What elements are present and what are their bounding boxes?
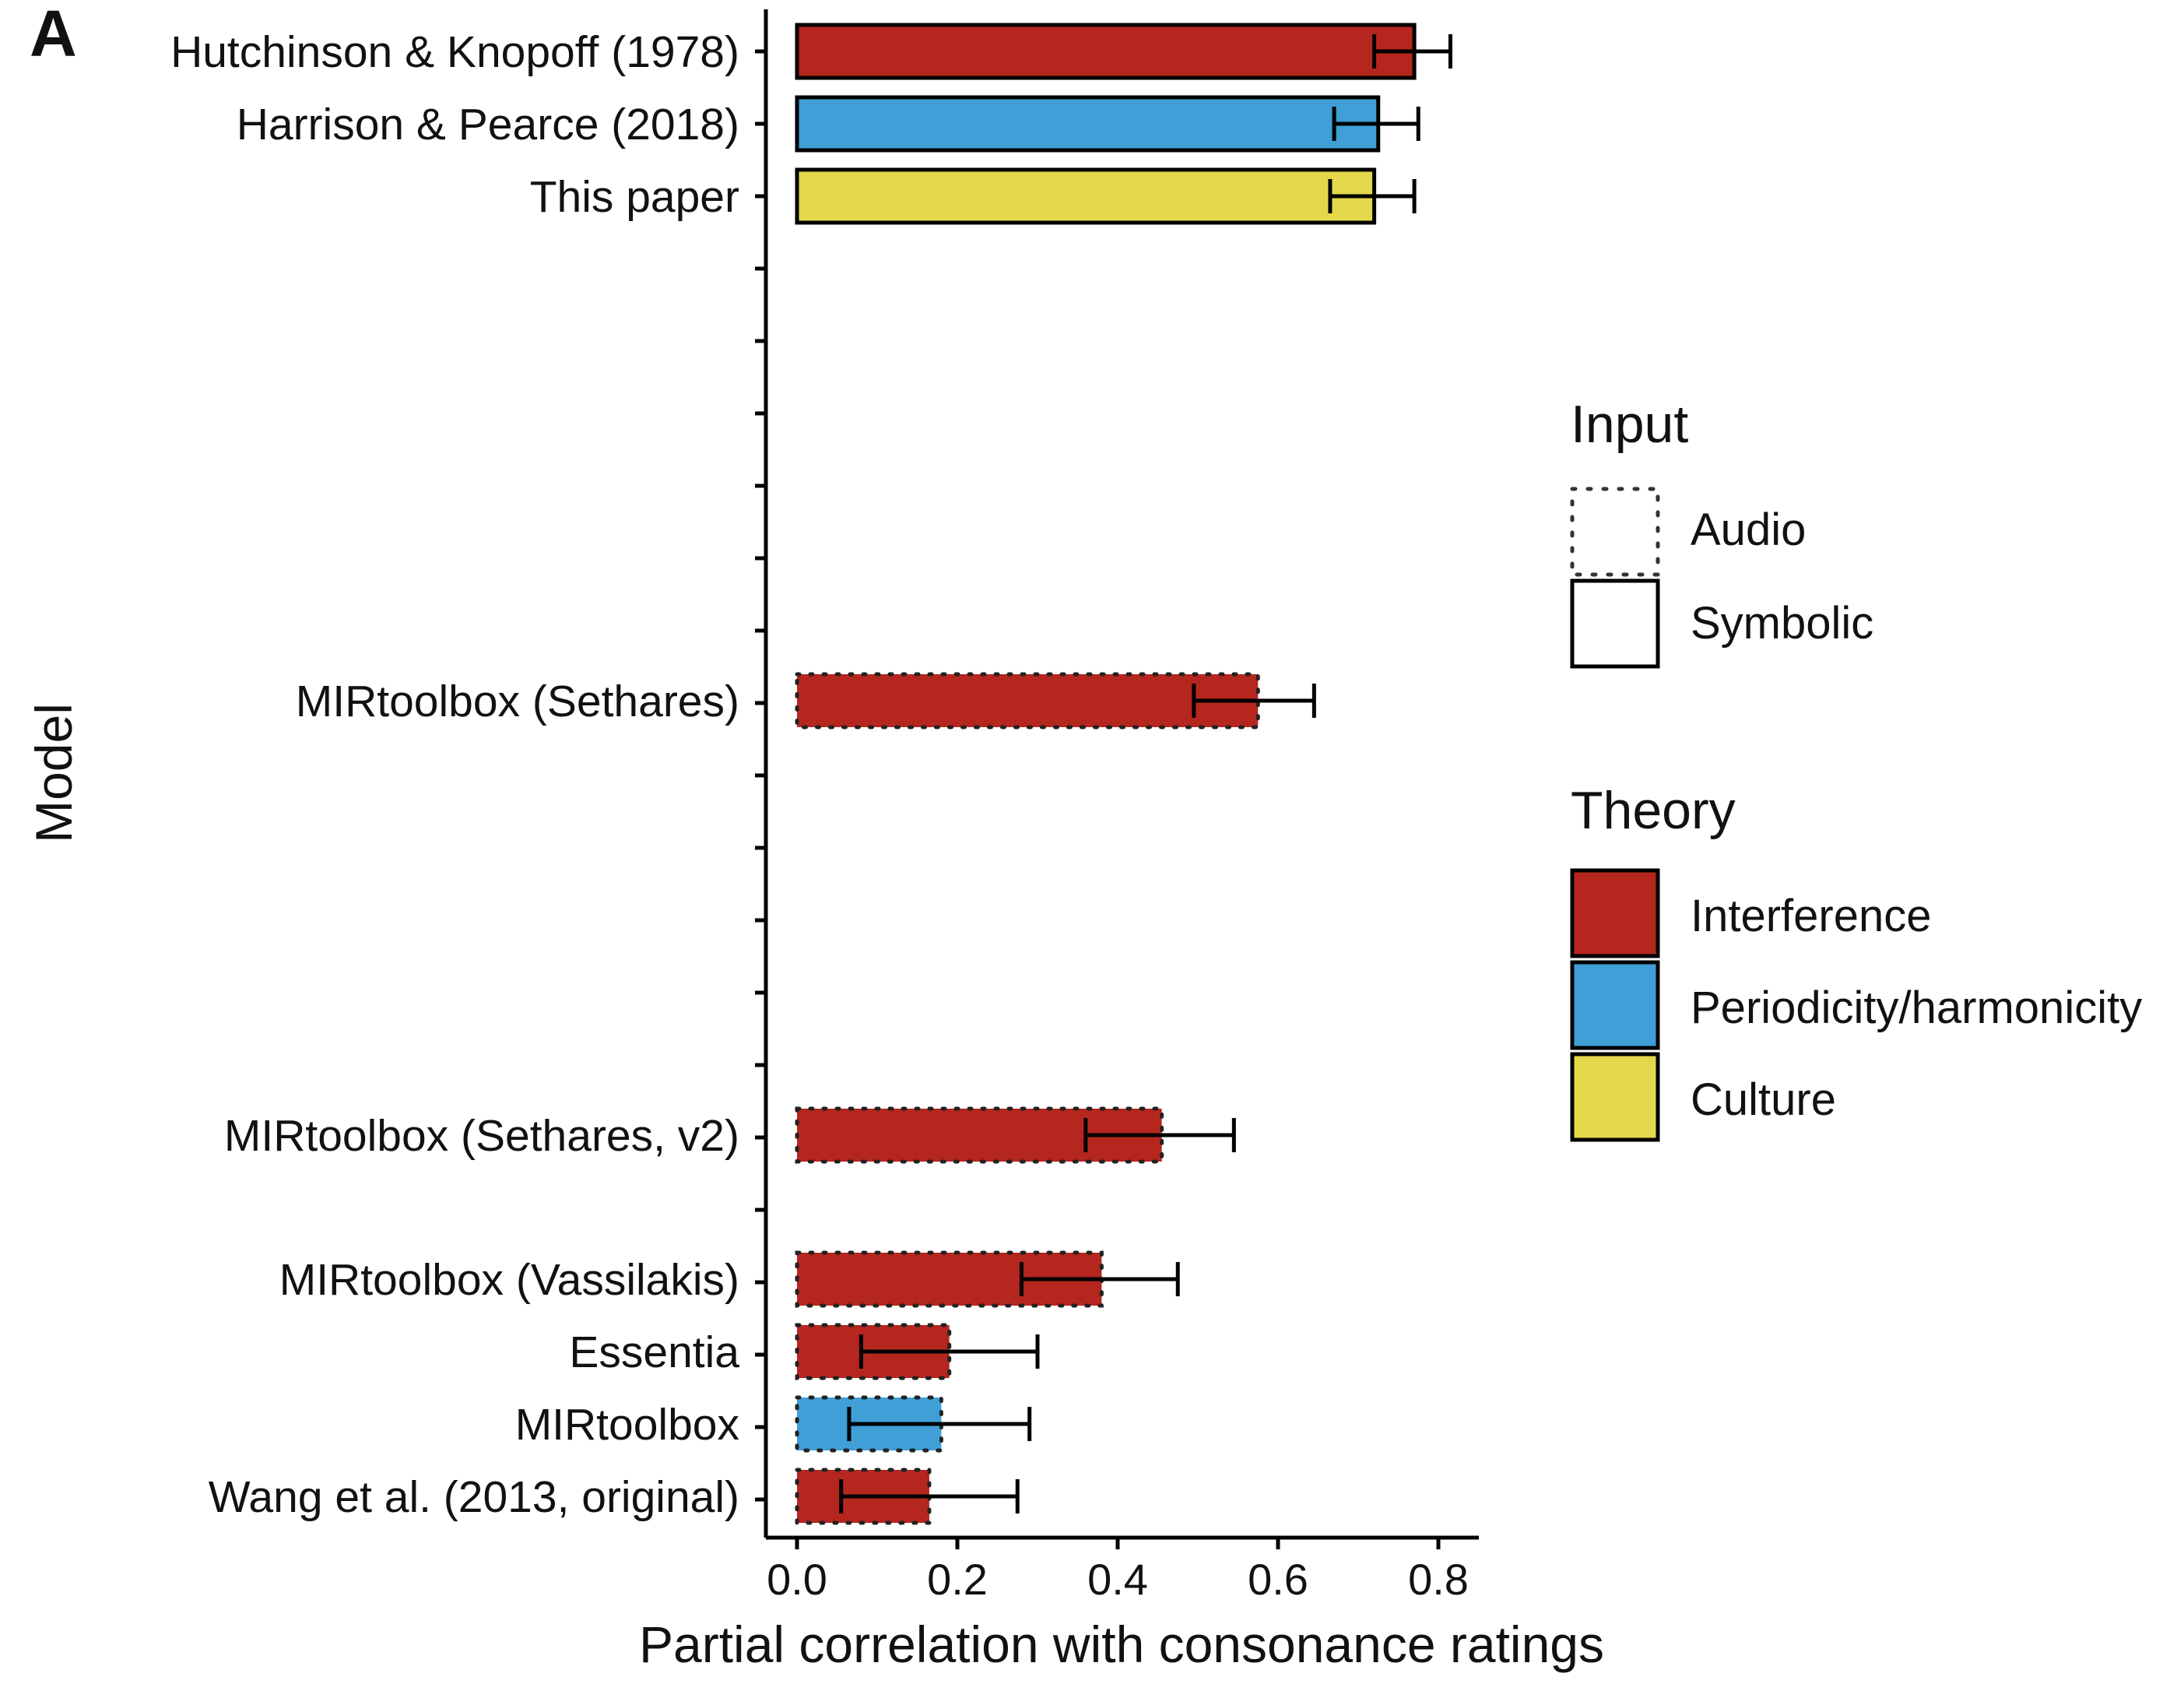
x-tick-label: 0.4 xyxy=(1087,1555,1148,1604)
y-tick-label: Harrison & Pearce (2018) xyxy=(237,100,739,149)
plot-area xyxy=(795,23,1452,1525)
legend: Input Audio Symbolic Theory Interference… xyxy=(1570,395,2142,1142)
x-axis-ticks: 0.0 0.2 0.4 0.6 0.8 xyxy=(767,1538,1469,1604)
legend-interference-label: Interference xyxy=(1691,891,1932,941)
x-tick-label: 0.6 xyxy=(1248,1555,1308,1604)
y-axis-ticks: Hutchinson & Knopoff (1978) Harrison & Pe… xyxy=(170,27,766,1522)
legend-interference-key xyxy=(1570,868,1660,958)
y-tick-label: MIRtoolbox (Vassilakis) xyxy=(279,1255,739,1305)
bar xyxy=(795,23,1417,80)
panel-label: A xyxy=(30,0,77,70)
legend-culture-key xyxy=(1570,1052,1660,1142)
y-tick-label: MIRtoolbox xyxy=(515,1400,739,1450)
legend-audio-key xyxy=(1570,487,1660,577)
bar xyxy=(795,672,1260,729)
y-tick-label: Essentia xyxy=(569,1327,739,1377)
y-tick-label: MIRtoolbox (Sethares) xyxy=(296,677,739,726)
y-tick-label: This paper xyxy=(530,172,739,222)
x-tick-label: 0.0 xyxy=(767,1555,827,1604)
bar xyxy=(795,95,1381,153)
y-tick-label: MIRtoolbox (Sethares, v2) xyxy=(224,1111,739,1161)
bar xyxy=(795,167,1377,225)
x-tick-label: 0.8 xyxy=(1408,1555,1469,1604)
legend-symbolic-label: Symbolic xyxy=(1691,598,1873,649)
legend-culture-label: Culture xyxy=(1691,1074,1836,1125)
legend-periodicity-key xyxy=(1570,960,1660,1050)
legend-theory-title: Theory xyxy=(1571,781,1736,840)
legend-periodicity-label: Periodicity/harmonicity xyxy=(1691,983,2142,1033)
legend-symbolic-key xyxy=(1570,578,1660,669)
legend-audio-label: Audio xyxy=(1691,504,1806,555)
legend-input-title: Input xyxy=(1571,395,1688,454)
x-tick-label: 0.2 xyxy=(927,1555,988,1604)
y-tick-label: Wang et al. (2013, original) xyxy=(209,1472,739,1522)
x-axis-label: Partial correlation with consonance rati… xyxy=(639,1615,1604,1673)
y-tick-label: Hutchinson & Knopoff (1978) xyxy=(170,27,739,77)
y-axis-label: Model xyxy=(25,703,83,843)
